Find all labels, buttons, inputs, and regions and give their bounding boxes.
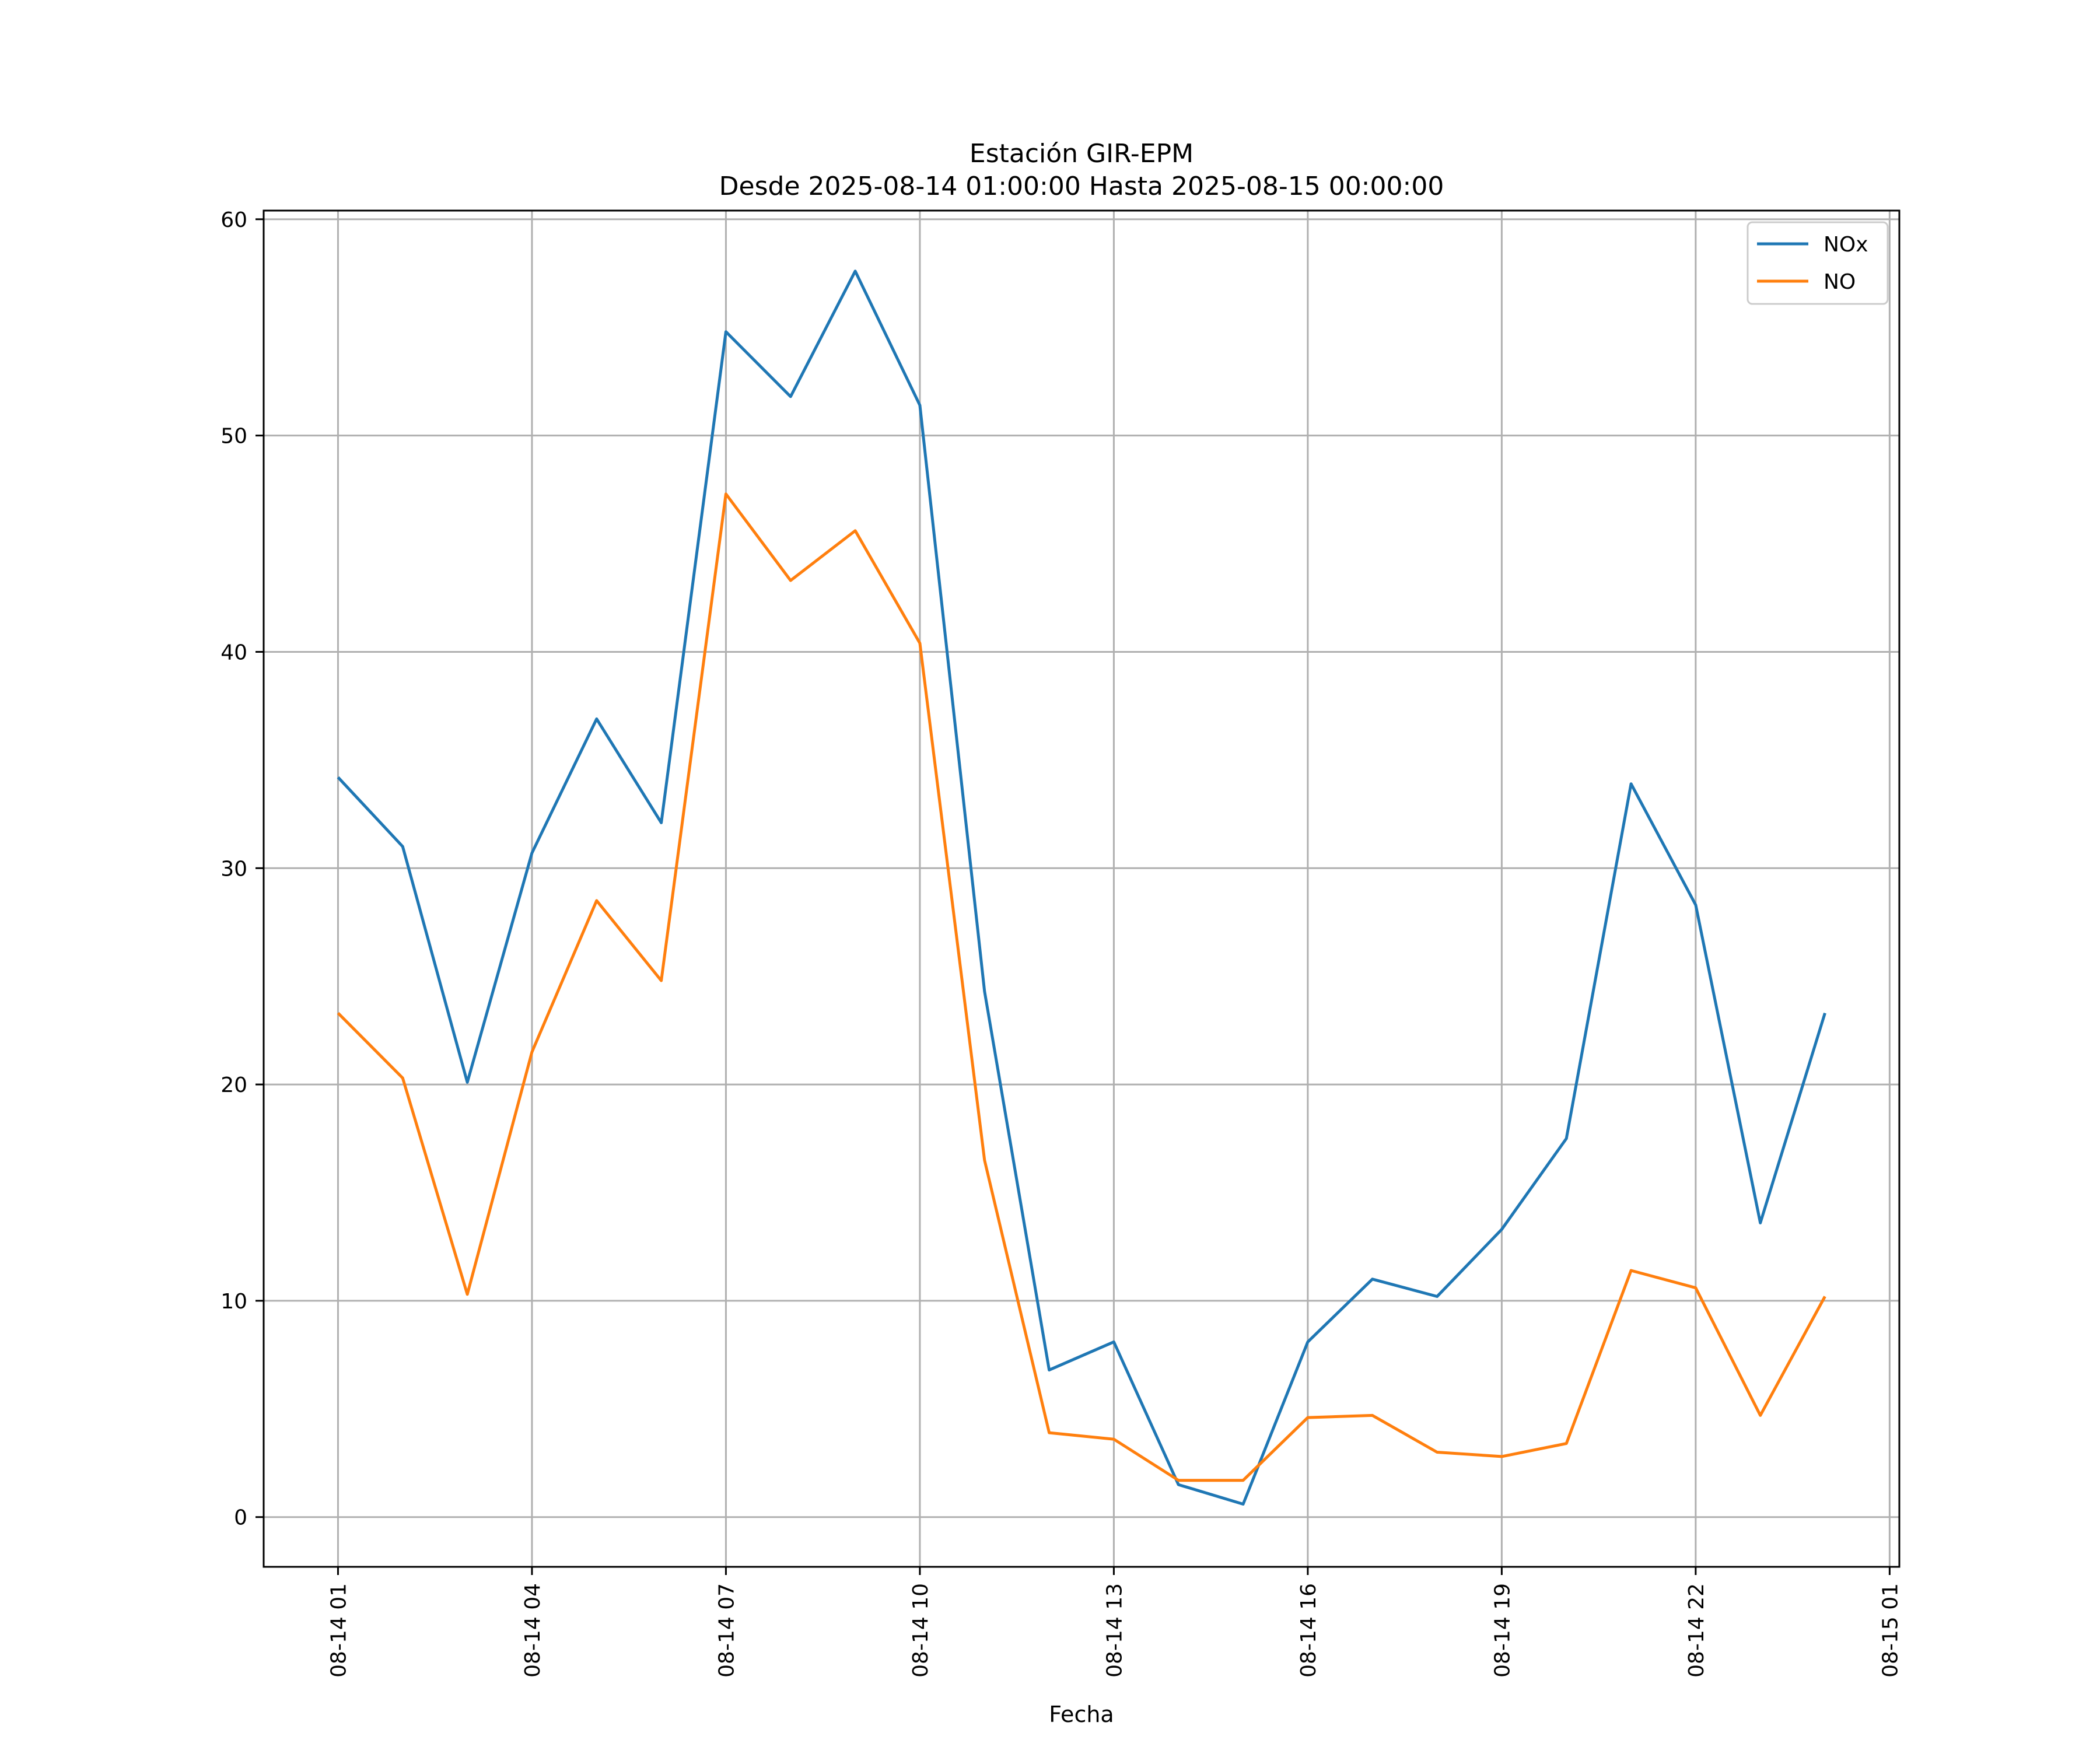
x-tick-label: 08-14 04 [521,1583,545,1678]
x-tick-label: 08-14 01 [327,1583,351,1678]
y-tick-label: 50 [220,425,247,449]
y-tick-label: 20 [220,1073,247,1097]
legend: NOx NO [1746,221,1889,305]
x-tick-label: 08-14 16 [1297,1583,1321,1678]
axis-ticks: 08-14 01 08-14 04 08-14 07 08-14 10 08-14 13… [220,208,1902,1678]
series-line-nox [337,270,1826,1506]
y-tick-label: 40 [220,640,247,664]
grid [264,211,1899,1567]
chart-title: Estación GIR-EPM [970,139,1194,169]
y-tick-label: 30 [220,857,247,881]
plot-frame [262,209,1901,1568]
y-tick-label: 10 [220,1290,247,1314]
x-tick-label: 08-14 22 [1685,1583,1709,1678]
x-tick-label: 08-14 07 [715,1583,738,1678]
x-tick-label: 08-14 10 [909,1583,933,1678]
series-line-no [337,492,1826,1482]
x-tick-label: 08-14 19 [1490,1583,1514,1678]
y-tick-label: 0 [234,1506,247,1530]
x-tick-label: 08-15 01 [1878,1583,1902,1678]
x-tick-label: 08-14 13 [1102,1583,1126,1678]
y-tick-label: 60 [220,208,247,232]
legend-label-no: NO [1824,270,1856,294]
legend-label-nox: NOx [1824,233,1868,257]
x-axis-label: Fecha [1049,1702,1114,1727]
chart-subtitle: Desde 2025-08-14 01:00:00 Hasta 2025-08-… [719,172,1444,201]
series-lines [337,270,1826,1506]
